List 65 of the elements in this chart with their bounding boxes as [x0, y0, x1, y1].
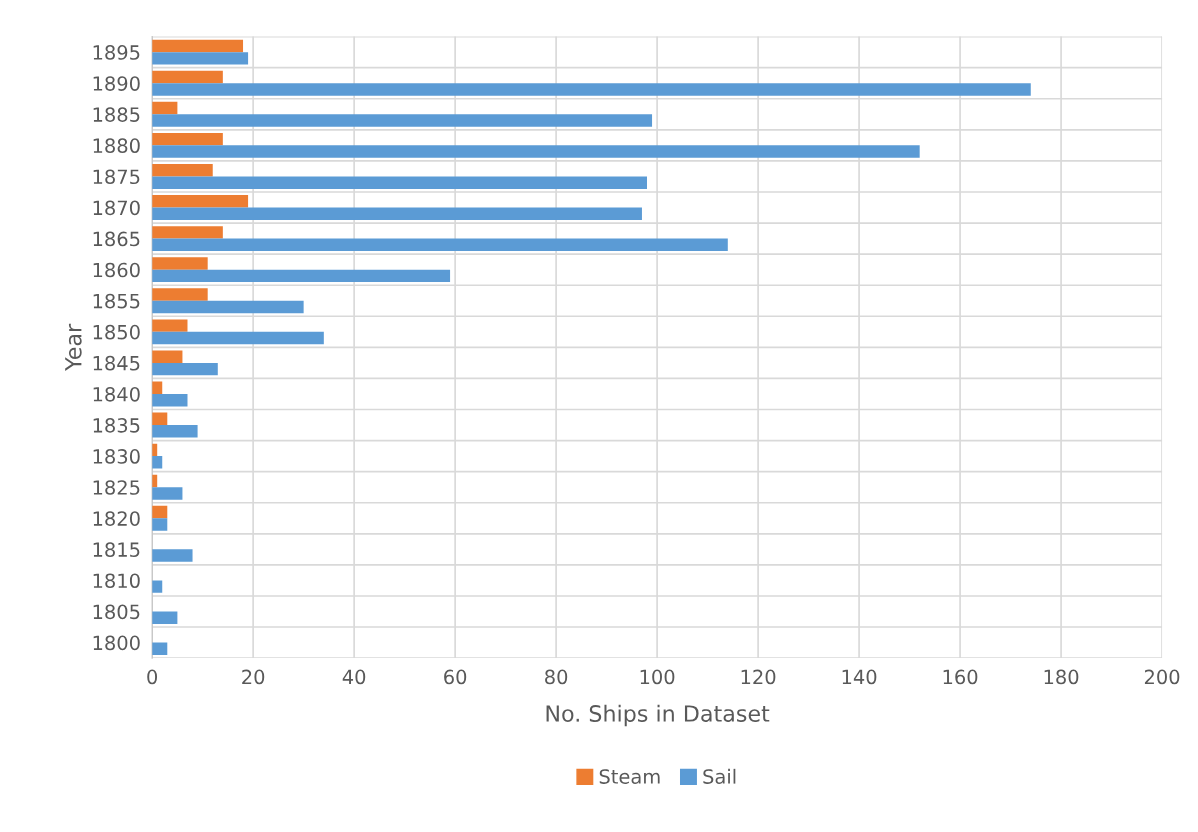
x-axis-title: No. Ships in Dataset: [546, 704, 770, 727]
bar: [152, 101, 178, 115]
x-tick-label: 140: [842, 669, 877, 685]
y-tick-label: 1820: [93, 511, 140, 526]
bar: [152, 456, 163, 469]
bar: [152, 39, 244, 53]
y-tick-label: 1895: [93, 45, 140, 60]
x-tick-label: 200: [1144, 669, 1180, 685]
bar: [152, 164, 213, 177]
y-tick-label: 1805: [93, 604, 140, 620]
x-tick-label: 60: [444, 669, 467, 685]
x-tick-label: 180: [1044, 669, 1079, 685]
bar: [152, 487, 183, 500]
y-tick-label: 1890: [93, 76, 140, 91]
bar: [152, 611, 178, 624]
y-tick-label: 1830: [93, 449, 140, 464]
bar: [152, 257, 208, 270]
bar: [152, 319, 188, 332]
bar: [152, 288, 208, 301]
y-tick-label: 1800: [93, 635, 140, 651]
bar: [152, 176, 647, 189]
bar: [152, 393, 188, 407]
bar: [152, 195, 249, 208]
bar: [152, 238, 728, 252]
y-tick-label: 1815: [93, 542, 140, 558]
bar: [152, 350, 183, 363]
y-tick-label: 1840: [93, 386, 140, 402]
x-tick-label: 80: [545, 669, 568, 685]
y-tick-label: 1810: [93, 573, 140, 589]
bar: [152, 549, 193, 562]
y-tick-label: 1870: [93, 200, 140, 216]
bar: [152, 226, 223, 239]
y-tick-label: 1850: [93, 324, 140, 340]
bar: [152, 207, 642, 220]
bar: [152, 331, 324, 345]
bar: [152, 114, 653, 127]
bar: [152, 132, 223, 146]
y-tick-label: 1825: [93, 480, 140, 495]
bar: [152, 145, 920, 158]
x-tick-label: 0: [147, 669, 158, 685]
bar: [152, 580, 163, 593]
y-tick-label: 1885: [93, 107, 140, 122]
x-tick-label: 160: [943, 669, 978, 685]
y-tick-label: 1855: [93, 293, 140, 309]
legend-label: Steam: [599, 769, 660, 784]
bar: [152, 300, 304, 314]
bar: [152, 52, 249, 65]
bar: [152, 269, 451, 283]
bar: [152, 83, 1031, 96]
x-tick-label: 100: [640, 669, 675, 685]
bar: [152, 518, 168, 531]
y-tick-label: 1860: [93, 262, 140, 278]
y-tick-label: 1835: [93, 418, 140, 433]
y-tick-label: 1875: [93, 169, 140, 185]
y-tick-label: 1880: [93, 138, 140, 154]
legend-label: Sail: [703, 768, 736, 784]
x-tick-label: 120: [741, 669, 776, 685]
x-tick-label: 20: [242, 669, 265, 685]
y-axis-title: Year: [65, 323, 82, 371]
bar: [152, 425, 198, 438]
bar: [152, 362, 218, 376]
y-tick-label: 1865: [93, 231, 140, 247]
y-tick-label: 1845: [93, 355, 140, 371]
bar: [152, 70, 223, 84]
x-tick-label: 40: [342, 669, 366, 685]
